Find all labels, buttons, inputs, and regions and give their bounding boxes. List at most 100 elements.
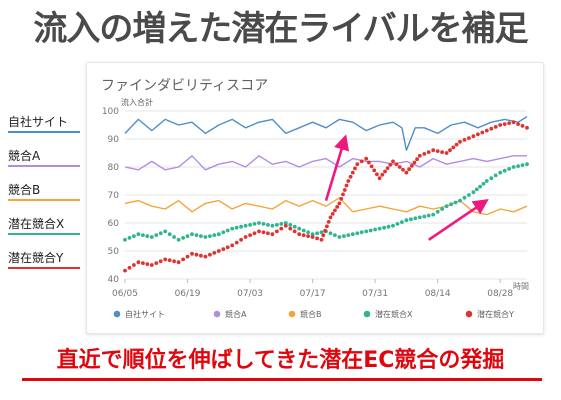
series-dot-3 [190, 232, 194, 237]
series-dot-3 [319, 230, 324, 235]
series-dot-4 [185, 254, 190, 259]
series-dot-4 [364, 156, 369, 161]
series-dot-4 [498, 123, 503, 127]
y-tick-label: 90 [108, 135, 120, 145]
series-dot-3 [279, 222, 284, 226]
series-dot-4 [341, 192, 345, 197]
series-dot-4 [431, 148, 436, 153]
series-dot-3 [400, 220, 404, 225]
series-dot-3 [413, 216, 418, 221]
series-dot-4 [321, 233, 326, 238]
series-dot-4 [342, 188, 347, 192]
series-dot-4 [167, 258, 172, 263]
y-tick-label: 40 [108, 275, 120, 285]
series-dot-3 [221, 230, 226, 235]
series-dot-3 [382, 225, 386, 230]
series-dot-3 [391, 223, 395, 228]
series-dot-4 [127, 265, 132, 270]
series-dot-3 [337, 235, 342, 239]
series-dot-4 [248, 233, 253, 238]
series-dot-3 [493, 173, 498, 178]
series-dot-3 [355, 231, 360, 236]
series-dot-4 [507, 121, 511, 125]
series-dot-4 [516, 122, 520, 126]
series-dot-4 [158, 259, 163, 264]
series-dot-3 [315, 231, 319, 236]
series-dot-4 [454, 142, 459, 147]
footer-underline [22, 378, 542, 381]
series-dot-4 [176, 260, 181, 265]
series-dot-3 [498, 170, 503, 175]
series-dot-3 [435, 209, 440, 214]
left-legend-item-self: 自社サイト [8, 114, 82, 136]
series-dot-3 [301, 228, 306, 233]
series-dot-4 [194, 252, 199, 257]
series-dot-4 [520, 124, 525, 128]
series-dot-4 [306, 234, 310, 239]
series-dot-4 [203, 254, 208, 259]
trend-arrow-1 [428, 199, 489, 241]
left-legend-item-comp-b: 競合B [8, 182, 82, 204]
trend-arrow-0 [324, 134, 350, 201]
series-dot-4 [511, 120, 516, 125]
series-dot-4 [467, 136, 471, 140]
series-dot-3 [458, 198, 462, 203]
series-dot-4 [283, 223, 288, 228]
series-dot-4 [335, 205, 340, 209]
series-dot-3 [297, 226, 302, 231]
series-dot-4 [369, 164, 374, 169]
series-line-0 [124, 116, 528, 151]
series-dot-3 [525, 162, 529, 167]
legend-swatch-2 [288, 310, 296, 318]
series-dot-4 [493, 125, 498, 129]
legend-swatch-0 [113, 310, 121, 318]
series-dot-3 [288, 223, 293, 227]
series-dot-4 [225, 245, 230, 250]
series-dot-4 [230, 243, 235, 248]
series-dot-4 [163, 257, 168, 262]
series-dot-3 [507, 167, 511, 171]
series-dot-3 [310, 232, 315, 237]
series-dot-3 [516, 164, 520, 168]
series-dot-3 [212, 233, 217, 238]
series-dot-4 [275, 229, 279, 234]
series-dot-4 [412, 160, 417, 165]
series-dot-4 [480, 130, 485, 135]
left-legend-item-potential-y: 潜在競合Y [8, 250, 82, 272]
left-legend-line [8, 131, 80, 133]
series-dot-4 [315, 236, 319, 241]
series-dot-4 [190, 251, 194, 256]
series-dot-4 [136, 260, 141, 265]
series-dot-4 [355, 162, 360, 167]
series-dot-3 [453, 200, 458, 205]
left-legend-line [8, 267, 80, 269]
left-legend-line [8, 165, 80, 167]
series-dot-3 [132, 234, 136, 239]
series-dot-4 [383, 169, 387, 174]
x-axis-label: 時間 [513, 282, 529, 291]
series-dot-3 [225, 228, 230, 233]
y-tick-label: 100 [102, 107, 119, 117]
series-dot-4 [397, 165, 402, 169]
series-dot-3 [167, 232, 172, 237]
series-dot-3 [350, 232, 355, 237]
series-dot-3 [489, 176, 494, 181]
series-dot-4 [149, 263, 154, 267]
series-dot-4 [330, 212, 335, 216]
series-dot-3 [252, 222, 257, 226]
legend-label-1: 競合A [225, 309, 247, 319]
series-dot-4 [353, 166, 357, 171]
series-dot-3 [364, 229, 369, 234]
series-dot-3 [342, 234, 346, 239]
series-dot-4 [458, 139, 462, 144]
footer-caption: 直近で順位を伸ばしてきた潜在EC競合の発掘 [56, 348, 505, 373]
x-tick-label: 08/14 [425, 289, 451, 299]
x-tick-label: 07/31 [362, 289, 388, 299]
series-dot-4 [444, 151, 449, 155]
series-dot-3 [154, 233, 159, 238]
series-dot-3 [373, 227, 377, 232]
series-dot-4 [385, 166, 390, 170]
series-dot-4 [279, 226, 284, 231]
series-dot-4 [388, 162, 393, 167]
series-dot-4 [440, 150, 444, 154]
